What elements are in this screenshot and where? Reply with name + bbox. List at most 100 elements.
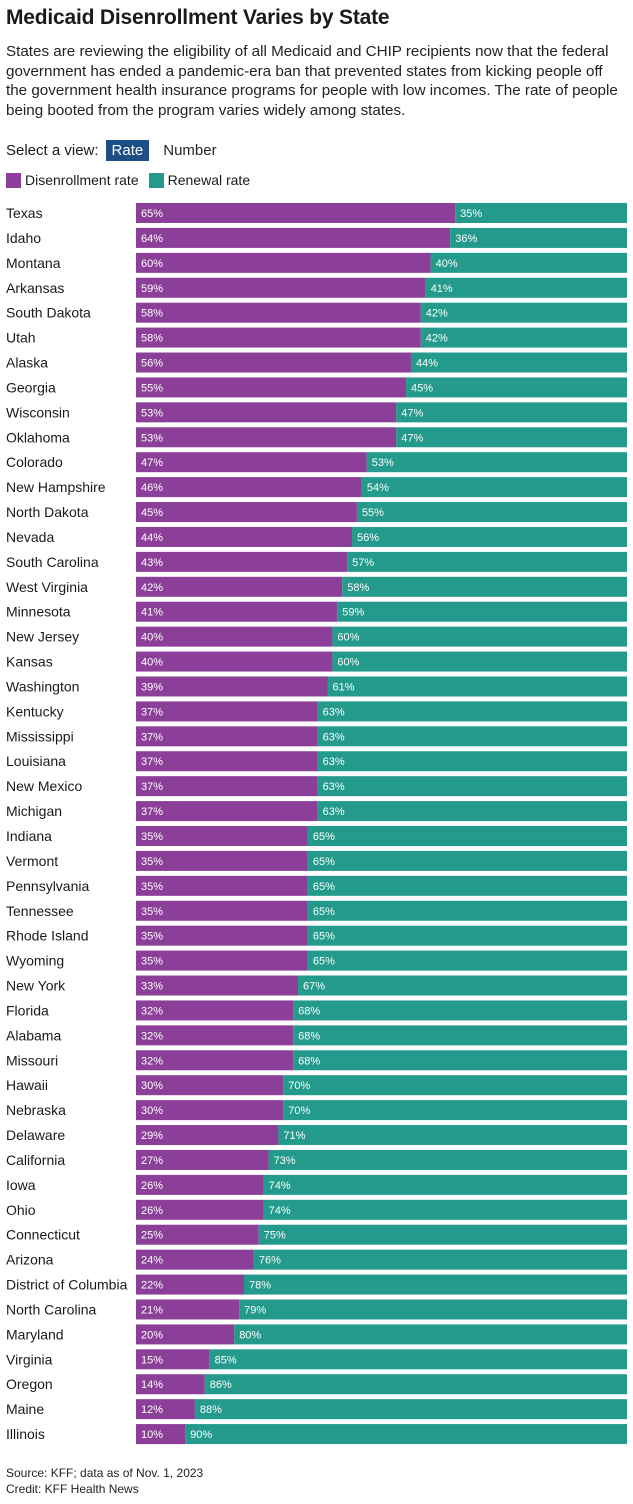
bar-renewal xyxy=(317,726,627,747)
state-label: Vermont xyxy=(6,853,58,869)
state-label: New Mexico xyxy=(6,778,82,794)
data-label-disenrollment: 53% xyxy=(141,432,163,444)
state-label: District of Columbia xyxy=(6,1277,128,1293)
bar-disenrollment xyxy=(136,477,362,498)
data-label-renewal: 40% xyxy=(436,258,458,270)
state-label: South Carolina xyxy=(6,554,99,570)
bar-renewal xyxy=(298,975,627,996)
legend: Disenrollment rate Renewal rate xyxy=(6,170,260,190)
bar-disenrollment xyxy=(136,1199,264,1220)
data-label-renewal: 47% xyxy=(401,407,423,419)
bar-renewal xyxy=(194,1399,628,1420)
data-label-disenrollment: 39% xyxy=(141,681,163,693)
state-label: South Dakota xyxy=(6,305,91,321)
bar-renewal xyxy=(396,427,627,448)
view-selector-label: Select a view: xyxy=(6,141,99,159)
bar-renewal xyxy=(185,1424,627,1445)
state-label: Maine xyxy=(6,1401,44,1417)
data-label-disenrollment: 32% xyxy=(141,1005,163,1017)
state-label: Iowa xyxy=(6,1177,36,1193)
state-label: Tennessee xyxy=(6,903,74,919)
state-label: Michigan xyxy=(6,803,62,819)
state-label: Illinois xyxy=(6,1426,45,1442)
bar-disenrollment xyxy=(136,676,328,697)
data-label-disenrollment: 47% xyxy=(141,457,163,469)
data-label-disenrollment: 37% xyxy=(141,756,163,768)
data-label-disenrollment: 32% xyxy=(141,1055,163,1067)
data-label-renewal: 55% xyxy=(362,507,384,519)
bar-disenrollment xyxy=(136,1374,205,1395)
bar-renewal xyxy=(317,751,627,772)
data-label-disenrollment: 30% xyxy=(141,1105,163,1117)
state-label: Louisiana xyxy=(6,753,66,769)
data-label-renewal: 57% xyxy=(352,557,374,569)
data-label-renewal: 35% xyxy=(460,208,482,220)
bar-disenrollment xyxy=(136,576,343,597)
bar-disenrollment xyxy=(136,826,308,846)
bar-disenrollment xyxy=(136,801,318,822)
state-label: Kentucky xyxy=(6,703,64,719)
legend-label-renewal: Renewal rate xyxy=(167,172,251,188)
data-label-disenrollment: 37% xyxy=(141,781,163,793)
bar-renewal xyxy=(253,1249,627,1270)
view-option-rate[interactable]: Rate xyxy=(105,139,150,161)
data-label-renewal: 42% xyxy=(426,333,448,345)
data-label-renewal: 54% xyxy=(367,482,389,494)
bar-disenrollment xyxy=(136,1125,279,1146)
bar-renewal xyxy=(293,1050,627,1071)
data-label-renewal: 41% xyxy=(431,283,453,295)
bar-disenrollment xyxy=(136,252,431,273)
bar-renewal xyxy=(425,277,627,298)
state-label: West Virginia xyxy=(6,579,88,595)
data-label-disenrollment: 44% xyxy=(141,532,163,544)
data-label-renewal: 90% xyxy=(190,1429,212,1441)
bar-renewal xyxy=(278,1125,627,1146)
legend-swatch-renewal xyxy=(148,172,164,188)
bar-renewal xyxy=(406,377,627,398)
bar-disenrollment xyxy=(136,327,421,348)
data-label-disenrollment: 56% xyxy=(141,358,163,370)
state-label: Virginia xyxy=(6,1351,53,1367)
bar-renewal xyxy=(342,576,627,597)
data-label-disenrollment: 37% xyxy=(141,731,163,743)
bar-disenrollment xyxy=(136,751,318,772)
bar-renewal xyxy=(234,1324,627,1345)
data-label-disenrollment: 33% xyxy=(141,981,163,993)
data-label-disenrollment: 60% xyxy=(141,258,163,270)
data-label-disenrollment: 12% xyxy=(141,1404,163,1416)
data-label-disenrollment: 41% xyxy=(141,607,163,619)
bar-disenrollment xyxy=(136,1249,254,1270)
data-label-disenrollment: 40% xyxy=(141,657,163,669)
bar-renewal xyxy=(317,801,627,822)
data-label-renewal: 78% xyxy=(249,1280,271,1292)
state-label: Texas xyxy=(6,205,43,221)
data-label-disenrollment: 30% xyxy=(141,1080,163,1092)
view-option-number[interactable]: Number xyxy=(163,141,217,159)
data-label-disenrollment: 35% xyxy=(141,956,163,968)
state-label: Indiana xyxy=(6,828,52,844)
state-label: New York xyxy=(6,978,66,994)
bar-disenrollment xyxy=(136,1324,235,1345)
state-label: Hawaii xyxy=(6,1077,48,1093)
bar-renewal xyxy=(307,900,627,921)
bar-disenrollment xyxy=(136,1424,186,1445)
bar-disenrollment xyxy=(136,1174,264,1195)
bar-renewal xyxy=(258,1224,627,1245)
bar-renewal xyxy=(366,452,627,473)
state-label: North Carolina xyxy=(6,1301,96,1317)
data-label-renewal: 80% xyxy=(239,1329,261,1341)
bar-renewal xyxy=(332,626,627,647)
bar-renewal xyxy=(307,826,627,846)
data-label-disenrollment: 64% xyxy=(141,233,163,245)
data-label-renewal: 61% xyxy=(332,681,354,693)
state-label: Montana xyxy=(6,255,61,271)
bar-disenrollment xyxy=(136,427,397,448)
data-label-disenrollment: 59% xyxy=(141,283,163,295)
data-label-renewal: 58% xyxy=(347,582,369,594)
state-label: Colorado xyxy=(6,454,63,470)
state-label: Connecticut xyxy=(6,1227,80,1243)
data-label-renewal: 74% xyxy=(269,1180,291,1192)
footer: Source: KFF; data as of Nov. 1, 2023 Cre… xyxy=(6,1465,203,1497)
data-label-renewal: 70% xyxy=(288,1105,310,1117)
bar-disenrollment xyxy=(136,850,308,871)
